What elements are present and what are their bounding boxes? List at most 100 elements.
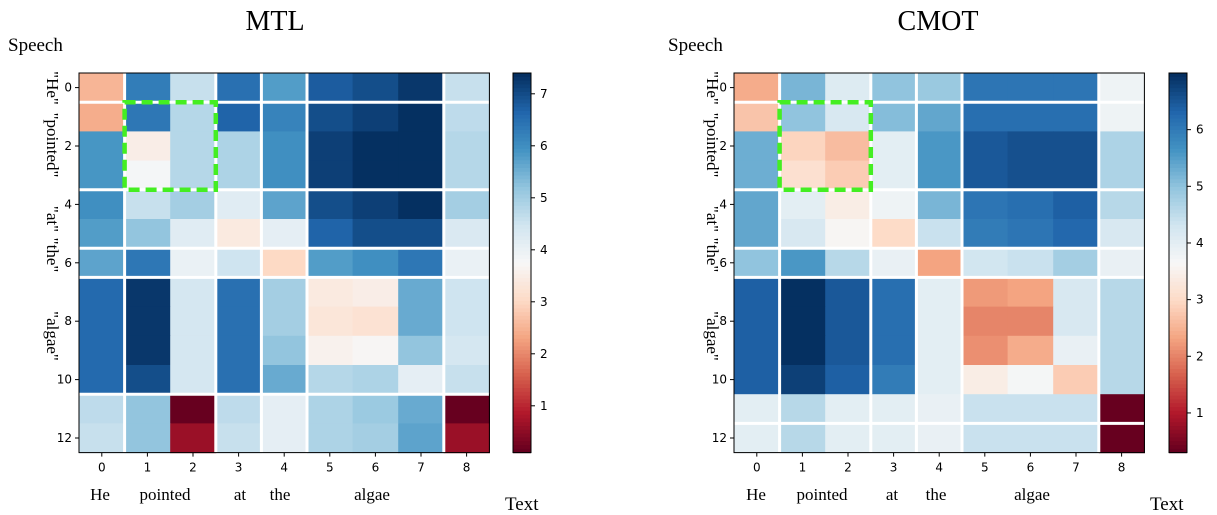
heatmap-cell: [215, 102, 262, 132]
x-tick-label: 2: [844, 461, 852, 475]
colorbar-segment: [1169, 319, 1187, 325]
colorbar-segment: [1169, 433, 1187, 439]
y-word-label: "at": [43, 206, 62, 232]
heatmap-cell: [352, 394, 399, 424]
colorbar-segment: [1169, 289, 1187, 294]
heatmap-cell: [307, 160, 354, 191]
y-word-label: "the": [43, 238, 62, 273]
heatmap-cell: [170, 189, 217, 220]
heatmap-cell: [962, 394, 1009, 424]
x-word-label: He: [90, 485, 110, 504]
colorbar-segment: [1169, 221, 1187, 226]
heatmap-cell: [870, 248, 917, 278]
colorbar-segment: [1169, 183, 1187, 188]
x-word-labels: He pointed at the algae: [746, 485, 1050, 504]
colorbar-segment: [513, 247, 531, 253]
heatmap-cell: [215, 189, 262, 220]
heatmap-cell: [1098, 73, 1145, 103]
heatmap-cell: [307, 219, 354, 249]
colorbar-segment: [513, 285, 531, 290]
heatmap-cell: [870, 189, 917, 220]
heatmap-cell: [124, 277, 171, 308]
x-tick-label: 3: [890, 461, 898, 475]
heatmap-cell: [1007, 73, 1054, 103]
colorbar-segment: [1169, 107, 1187, 112]
heatmap-cell: [261, 277, 308, 308]
heatmap-cell: [124, 306, 171, 337]
colorbar-segment: [513, 418, 531, 423]
colorbar-segment: [513, 372, 531, 378]
colorbar-segment: [513, 331, 531, 336]
colorbar-segment: [1169, 240, 1187, 245]
heatmap-cell: [825, 277, 872, 308]
colorbar-segment: [1169, 141, 1187, 146]
heatmap-cell: [79, 248, 126, 278]
heatmap-cell: [79, 365, 126, 395]
colorbar-segment: [1169, 232, 1187, 237]
colorbar-tick-label: 1: [1196, 406, 1204, 420]
heatmap-cell: [1007, 160, 1054, 191]
colorbar-segment: [1169, 228, 1187, 234]
y-tick-labels: 0 2 4 6 8 10 12: [57, 81, 79, 445]
x-tick-label: 4: [935, 461, 943, 475]
colorbar-segment: [1169, 380, 1187, 385]
colorbar-tick-label: 3: [1196, 293, 1204, 307]
heatmap-cell: [352, 160, 399, 191]
colorbar-segment: [1169, 262, 1187, 268]
colorbar-segment: [1169, 323, 1187, 328]
heatmap-cell: [1098, 102, 1145, 132]
colorbar-segment: [1169, 315, 1187, 321]
colorbar-segment: [1169, 407, 1187, 412]
heatmap-cell: [1098, 306, 1145, 337]
heatmap-cell: [1098, 423, 1145, 454]
colorbar-segment: [513, 426, 531, 431]
colorbar-segment: [1169, 126, 1187, 131]
colorbar-segment: [513, 315, 531, 321]
heatmap-cell: [734, 335, 781, 366]
heatmap-cell: [443, 102, 490, 132]
heatmap-cell: [962, 73, 1009, 103]
heatmap-cell: [443, 277, 490, 308]
colorbar-tick-label: 6: [1196, 123, 1204, 137]
colorbar-segment: [1169, 376, 1187, 382]
heatmap-cell: [779, 73, 826, 103]
colorbar-segment: [513, 224, 531, 230]
heatmap-cell: [261, 335, 308, 366]
colorbar-segment: [1169, 160, 1187, 165]
colorbar-segment: [1169, 410, 1187, 416]
colorbar-segment: [1169, 293, 1187, 298]
heatmap-cell: [734, 219, 781, 249]
heatmap-cell: [1098, 277, 1145, 308]
colorbar-segment: [513, 281, 531, 287]
x-tick-label: 7: [417, 461, 425, 475]
colorbar-segment: [513, 107, 531, 112]
heatmap-cell: [124, 335, 171, 366]
heatmap-cell: [307, 335, 354, 366]
heatmap-cell: [1098, 219, 1145, 249]
colorbar-segment: [513, 277, 531, 283]
heatmap-cell: [825, 394, 872, 424]
colorbar-segment: [513, 369, 531, 374]
y-tick-label: 0: [719, 81, 727, 95]
x-tick-label: 8: [463, 461, 471, 475]
colorbar-segment: [513, 376, 531, 382]
heatmap-cell: [962, 131, 1009, 162]
colorbar-segment: [513, 171, 531, 177]
heatmap-cell: [307, 365, 354, 395]
colorbar-segment: [1169, 73, 1187, 78]
heatmap-cell: [398, 160, 445, 191]
colorbar-segment: [513, 84, 531, 89]
colorbar-segment: [513, 228, 531, 234]
x-tick-label: 8: [1118, 461, 1126, 475]
x-tick-label: 5: [326, 461, 334, 475]
colorbar-tick-labels: 1 2 3 4 5 6: [1196, 123, 1204, 420]
x-tick-label: 2: [189, 461, 197, 475]
colorbar-segment: [1169, 346, 1187, 351]
heatmap-cell: [124, 189, 171, 220]
y-tick-labels: 0 2 4 6 8 10 12: [712, 81, 734, 445]
heatmap-cell: [307, 277, 354, 308]
heatmap-cell: [1053, 394, 1100, 424]
heatmap-cell: [215, 306, 262, 337]
colorbar-segment: [1169, 350, 1187, 355]
panel-title: MTL: [245, 6, 304, 37]
